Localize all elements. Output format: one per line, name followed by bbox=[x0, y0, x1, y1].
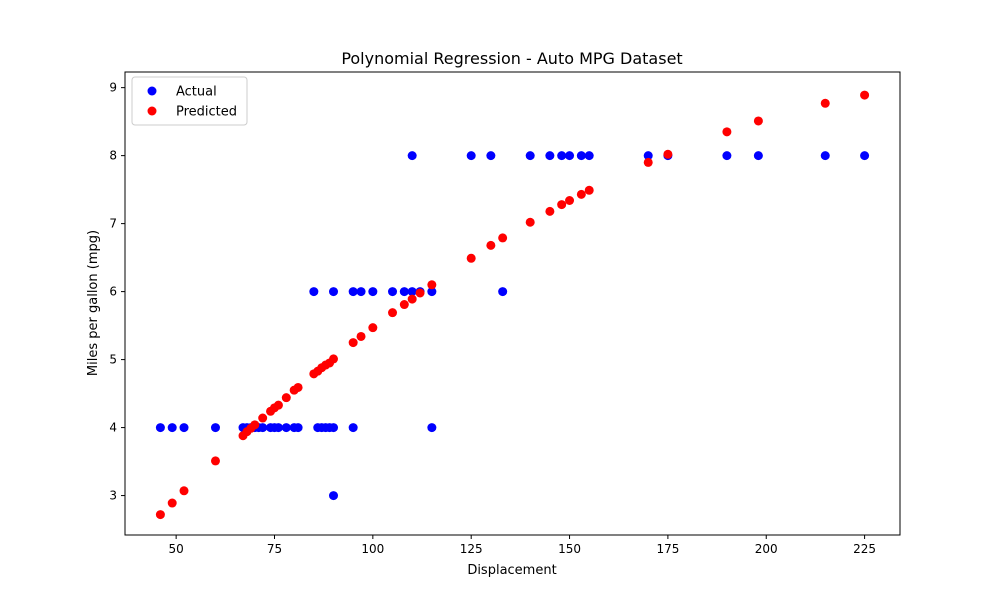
predicted-point bbox=[155, 510, 165, 520]
actual-point bbox=[584, 151, 594, 161]
predicted-point bbox=[348, 338, 358, 348]
actual-point bbox=[281, 423, 291, 433]
predicted-point bbox=[753, 116, 763, 126]
y-tick-label: 6 bbox=[109, 285, 117, 299]
predicted-point bbox=[584, 185, 594, 195]
x-tick-label: 175 bbox=[656, 542, 679, 556]
x-tick-label: 225 bbox=[853, 542, 876, 556]
actual-point bbox=[486, 151, 496, 161]
actual-point bbox=[368, 287, 378, 297]
predicted-point bbox=[167, 498, 177, 508]
actual-point bbox=[820, 151, 830, 161]
predicted-point bbox=[486, 240, 496, 250]
y-tick-label: 3 bbox=[109, 489, 117, 503]
predicted-point bbox=[466, 253, 476, 263]
actual-point bbox=[388, 287, 398, 297]
actual-point bbox=[167, 423, 177, 433]
predicted-point bbox=[525, 217, 535, 227]
actual-point bbox=[498, 287, 508, 297]
y-tick-label: 9 bbox=[109, 81, 117, 95]
legend-marker-actual bbox=[147, 86, 157, 96]
actual-point bbox=[329, 491, 339, 501]
actual-point bbox=[258, 423, 268, 433]
predicted-point bbox=[565, 195, 575, 205]
actual-point bbox=[407, 151, 417, 161]
actual-point bbox=[210, 423, 220, 433]
actual-point bbox=[356, 287, 366, 297]
actual-point bbox=[348, 423, 358, 433]
actual-point bbox=[576, 151, 586, 161]
predicted-point bbox=[281, 393, 291, 403]
x-tick-label: 150 bbox=[558, 542, 581, 556]
actual-point bbox=[545, 151, 555, 161]
y-tick-label: 7 bbox=[109, 217, 117, 231]
predicted-point bbox=[722, 127, 732, 137]
y-axis-label: Miles per gallon (mpg) bbox=[86, 230, 101, 376]
actual-point bbox=[643, 151, 653, 161]
predicted-point bbox=[250, 420, 260, 430]
actual-point bbox=[565, 151, 575, 161]
x-tick-label: 75 bbox=[267, 542, 282, 556]
predicted-point bbox=[663, 149, 673, 159]
actual-point bbox=[427, 423, 437, 433]
legend-box bbox=[131, 76, 248, 126]
legend-label: Actual bbox=[176, 85, 217, 100]
plot-frame bbox=[124, 71, 901, 536]
x-tick-label: 125 bbox=[460, 542, 483, 556]
y-tick-label: 8 bbox=[109, 149, 117, 163]
x-tick-label: 50 bbox=[169, 542, 184, 556]
chart-title: Polynomial Regression - Auto MPG Dataset bbox=[341, 49, 682, 68]
actual-point bbox=[753, 151, 763, 161]
legend-label: Predicted bbox=[176, 105, 237, 120]
predicted-point bbox=[273, 400, 283, 410]
actual-point bbox=[329, 287, 339, 297]
actual-point bbox=[860, 151, 870, 161]
y-tick-label: 5 bbox=[109, 353, 117, 367]
actual-point bbox=[348, 287, 358, 297]
predicted-point bbox=[356, 331, 366, 341]
actual-point bbox=[155, 423, 165, 433]
predicted-point bbox=[576, 189, 586, 199]
actual-point bbox=[399, 287, 409, 297]
actual-point bbox=[557, 151, 567, 161]
actual-point bbox=[293, 423, 303, 433]
predicted-point bbox=[407, 294, 417, 304]
predicted-point bbox=[293, 382, 303, 392]
x-tick-label: 100 bbox=[361, 542, 384, 556]
predicted-point bbox=[498, 233, 508, 243]
y-tick-label: 4 bbox=[109, 421, 117, 435]
predicted-point bbox=[415, 288, 425, 298]
predicted-point bbox=[258, 413, 268, 423]
predicted-point bbox=[210, 456, 220, 466]
predicted-point bbox=[860, 90, 870, 100]
predicted-point bbox=[427, 280, 437, 290]
x-axis-label: Displacement bbox=[467, 563, 556, 578]
legend-marker-predicted bbox=[147, 106, 157, 116]
actual-point bbox=[427, 287, 437, 297]
predicted-point bbox=[179, 486, 189, 496]
actual-point bbox=[179, 423, 189, 433]
predicted-point bbox=[368, 323, 378, 333]
predicted-point bbox=[557, 200, 567, 210]
predicted-point bbox=[399, 300, 409, 310]
x-tick-label: 200 bbox=[755, 542, 778, 556]
predicted-point bbox=[388, 308, 398, 318]
actual-point bbox=[329, 423, 339, 433]
actual-point bbox=[309, 287, 319, 297]
actual-point bbox=[722, 151, 732, 161]
predicted-point bbox=[820, 98, 830, 108]
actual-point bbox=[407, 287, 417, 297]
actual-point bbox=[525, 151, 535, 161]
actual-point bbox=[273, 423, 283, 433]
predicted-point bbox=[545, 206, 555, 216]
legend: Actual Predicted bbox=[131, 76, 248, 126]
predicted-point bbox=[329, 354, 339, 364]
actual-point bbox=[466, 151, 476, 161]
predicted-point bbox=[643, 157, 653, 167]
plot-marks: 50 75 100 125 150 175 200 225 3 4 5 6 7 8 9 bbox=[109, 81, 876, 556]
